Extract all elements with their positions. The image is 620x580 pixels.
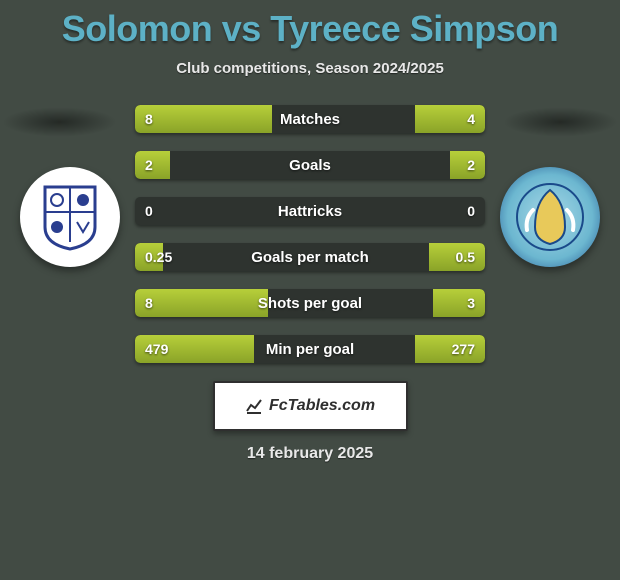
stat-label: Shots per goal (135, 289, 485, 317)
stat-value-left: 8 (145, 289, 153, 317)
stat-value-right: 4 (467, 105, 475, 133)
stat-row: Hattricks0 0 (135, 197, 485, 225)
tranmere-crest-icon (35, 182, 105, 252)
comparison-arena: Matches84Goals22Hattricks00Goals per mat… (0, 97, 620, 363)
stat-value-right: 2 (467, 151, 475, 179)
stat-value-left: 2 (145, 151, 153, 179)
stat-value-left: 0.25 (145, 243, 172, 271)
colchester-crest-icon (515, 182, 585, 252)
brand-badge: FcTables.com (213, 381, 408, 431)
club-crest-right (500, 167, 600, 267)
player-shadow-right (503, 107, 618, 137)
stat-value-right: 277 (452, 335, 475, 363)
brand-icon (245, 397, 263, 415)
stat-row: Min per goal479 277 (135, 335, 485, 363)
stat-bars: Matches84Goals22Hattricks00Goals per mat… (135, 97, 485, 363)
stat-value-left: 479 (145, 335, 168, 363)
stat-value-left: 0 (145, 197, 153, 225)
stat-label: Goals per match (135, 243, 485, 271)
brand-label: FcTables.com (269, 397, 375, 415)
club-crest-left (20, 167, 120, 267)
stat-label: Goals (135, 151, 485, 179)
player-shadow-left (2, 107, 117, 137)
subtitle: Club competitions, Season 2024/2025 (0, 60, 620, 77)
stat-value-left: 8 (145, 105, 153, 133)
stat-row: Matches8 4 (135, 105, 485, 133)
date-label: 14 february 2025 (0, 445, 620, 463)
page-title: Solomon vs Tyreece Simpson (0, 0, 620, 50)
stat-label: Min per goal (135, 335, 485, 363)
stat-row: Goals per match0.25 0.5 (135, 243, 485, 271)
stat-value-right: 0.5 (456, 243, 475, 271)
stat-row: Shots per goal8 3 (135, 289, 485, 317)
stat-value-right: 0 (467, 197, 475, 225)
stat-label: Hattricks (135, 197, 485, 225)
stat-value-right: 3 (467, 289, 475, 317)
stat-row: Goals2 2 (135, 151, 485, 179)
stat-label: Matches (135, 105, 485, 133)
